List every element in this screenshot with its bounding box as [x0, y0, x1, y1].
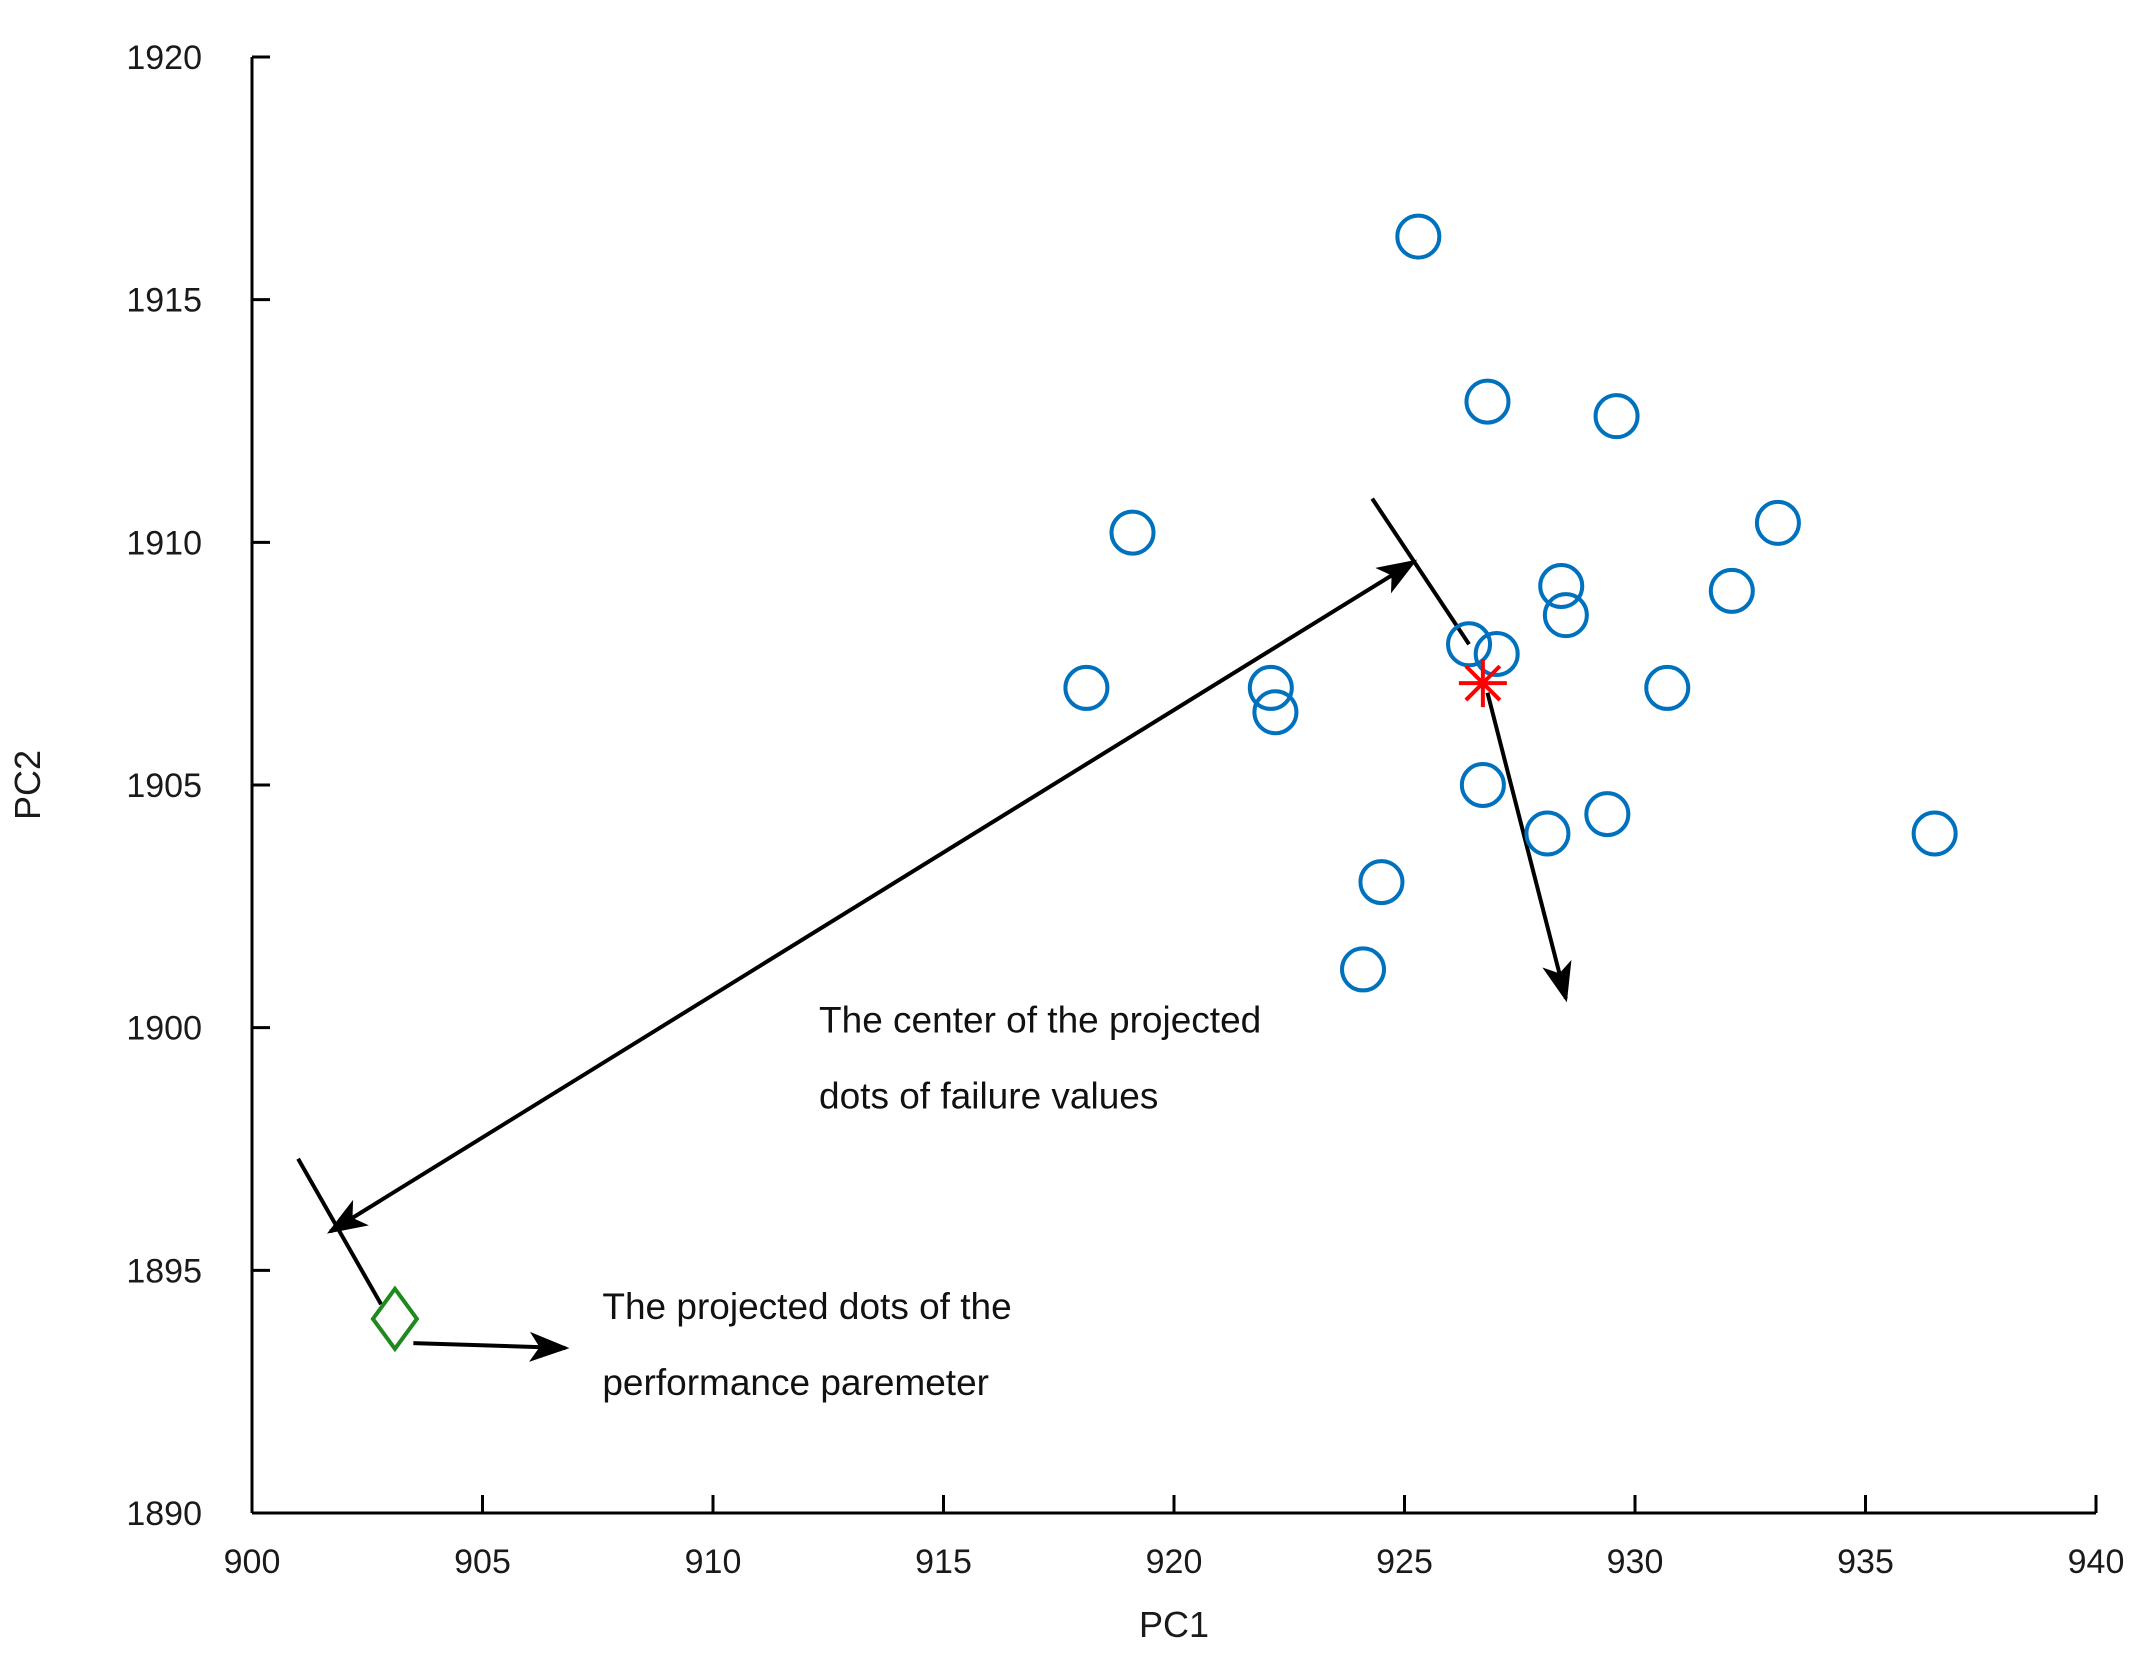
annotation-text: The projected dots of the	[602, 1286, 1011, 1327]
data-points	[370, 213, 1958, 1353]
y-tick-label: 1895	[126, 1252, 202, 1290]
performance-diamond-marker	[370, 1285, 420, 1353]
scatter-point	[1473, 630, 1520, 677]
scatter-point	[1754, 499, 1801, 546]
y-tick-label: 1905	[126, 767, 202, 805]
scatter-point	[1584, 791, 1631, 838]
x-tick-label: 930	[1607, 1543, 1664, 1581]
y-axis-title: PC2	[7, 750, 48, 820]
y-tick-label: 1915	[126, 282, 202, 320]
scatter-point	[1358, 859, 1405, 906]
annotation-arrow	[1485, 692, 1572, 1003]
annotation-arrows	[296, 497, 1572, 1362]
y-tick-label: 1910	[126, 524, 202, 562]
annotation-text: performance paremeter	[602, 1362, 989, 1403]
dimension-extension-line	[1370, 497, 1471, 646]
x-axis-title: PC1	[1139, 1604, 1209, 1645]
center-star-marker	[1458, 659, 1507, 708]
x-tick-label: 910	[685, 1543, 742, 1581]
annotation-text: dots of failure values	[819, 1076, 1158, 1117]
scatter-point	[1593, 393, 1640, 440]
x-tick-label: 915	[915, 1543, 972, 1581]
scatter-point	[1644, 664, 1691, 711]
x-tick-label: 940	[2068, 1543, 2125, 1581]
annotation-arrow	[413, 1331, 570, 1362]
ticks: 900 905 910 915 920 925 930 935 940 1890 1895 1900 1…	[126, 39, 2124, 1581]
y-tick-label: 1920	[126, 39, 202, 77]
annotation-texts: The center of the projected dots of failu…	[602, 1000, 1261, 1403]
scatter-point	[1538, 563, 1585, 610]
scatter-point	[1708, 567, 1755, 614]
scatter-point	[1395, 213, 1442, 260]
y-tick-label: 1890	[126, 1495, 202, 1533]
scatter-point	[1459, 762, 1506, 808]
dimension-extension-line	[296, 1157, 383, 1306]
distance-double-arrow	[326, 559, 1418, 1234]
y-tick-label: 1900	[126, 1010, 202, 1048]
x-tick-label: 920	[1146, 1543, 1203, 1581]
x-tick-label: 900	[224, 1543, 281, 1581]
scatter-point	[1340, 946, 1387, 993]
x-tick-label: 935	[1837, 1543, 1894, 1581]
scatter-point	[1911, 810, 1958, 857]
scatter-point	[1524, 810, 1571, 857]
annotation-text: The center of the projected	[819, 1000, 1261, 1041]
axes	[250, 57, 2096, 1515]
scatter-point	[1446, 621, 1493, 668]
x-tick-label: 905	[454, 1543, 511, 1581]
scatter-point	[1252, 689, 1299, 736]
scatter-point	[1542, 592, 1589, 639]
scatter-point	[1109, 509, 1156, 556]
scatter-point	[1063, 664, 1110, 711]
scatter-point	[1247, 664, 1294, 711]
x-tick-label: 925	[1376, 1543, 1433, 1581]
scatter-point	[1464, 378, 1511, 425]
